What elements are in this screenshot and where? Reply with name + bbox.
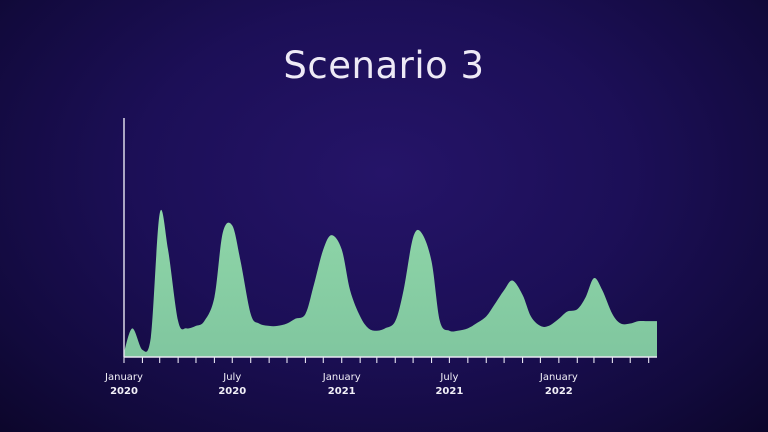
area-series-0 bbox=[124, 209, 657, 357]
x-tick-label-month-4: January bbox=[539, 372, 578, 383]
chart-title: Scenario 3 bbox=[283, 44, 485, 87]
x-tick-label-month-2: January bbox=[322, 372, 361, 383]
x-tick-label-year-2: 2021 bbox=[328, 386, 356, 397]
x-tick-label-month-3: July bbox=[439, 372, 458, 383]
x-tick-label-year-3: 2021 bbox=[435, 386, 463, 397]
x-tick-label-year-4: 2022 bbox=[545, 386, 573, 397]
x-tick-label-month-0: January bbox=[104, 372, 143, 383]
x-tick-label-month-1: July bbox=[222, 372, 241, 383]
x-tick-label-year-0: 2020 bbox=[110, 386, 138, 397]
x-tick-label-year-1: 2020 bbox=[218, 386, 246, 397]
